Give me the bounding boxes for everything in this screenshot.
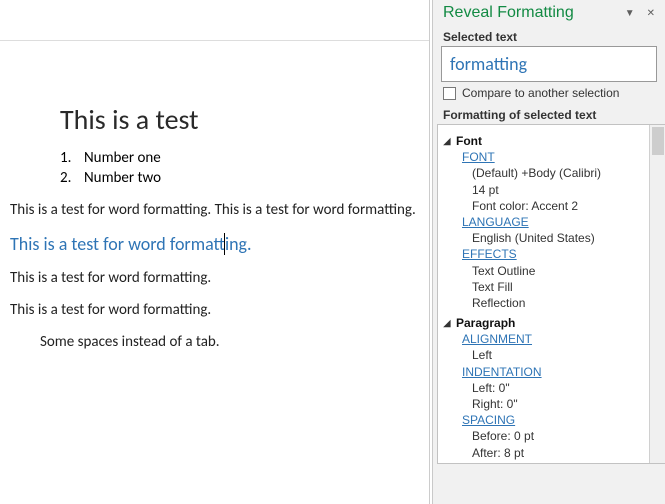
language-value: English (United States) <box>472 230 647 246</box>
collapse-icon[interactable]: ◢ <box>442 135 452 147</box>
paragraph-styled[interactable]: This is a test for word formatting. <box>10 233 429 255</box>
alignment-link[interactable]: ALIGNMENT <box>462 331 647 347</box>
doc-title[interactable]: This is a test <box>60 102 429 137</box>
group-label: Paragraph <box>456 315 515 331</box>
formatting-header: Formatting of selected text <box>443 108 665 122</box>
indent-left: Left: 0" <box>472 380 647 396</box>
language-link[interactable]: LANGUAGE <box>462 214 647 230</box>
paragraph[interactable]: Some spaces instead of a tab. <box>40 333 429 351</box>
font-link[interactable]: FONT <box>462 149 647 165</box>
font-default: (Default) +Body (Calibri) <box>472 165 647 181</box>
selected-text-label: Selected text <box>443 30 665 44</box>
document-area[interactable]: This is a test 1.Number one 2.Number two… <box>0 0 430 504</box>
scrollbar[interactable] <box>649 125 665 463</box>
list-item[interactable]: 2.Number two <box>60 169 429 187</box>
spacing-link[interactable]: SPACING <box>462 412 647 428</box>
formatting-tree[interactable]: ◢ Font FONT (Default) +Body (Calibri) 14… <box>438 125 649 463</box>
spacing-line: Line spacing: Multiple 1.08 li <box>472 461 647 463</box>
spacing-after: After: 8 pt <box>472 445 647 461</box>
list-item[interactable]: 1.Number one <box>60 149 429 167</box>
collapse-icon[interactable]: ◢ <box>442 317 452 329</box>
panel-title: Reveal Formatting <box>443 4 574 22</box>
indent-right: Right: 0" <box>472 396 647 412</box>
indentation-link[interactable]: INDENTATION <box>462 364 647 380</box>
font-size: 14 pt <box>472 182 647 198</box>
formatting-tree-container: ◢ Font FONT (Default) +Body (Calibri) 14… <box>437 124 665 464</box>
paragraph[interactable]: This is a test for word formatting. <box>10 269 429 287</box>
alignment-value: Left <box>472 347 647 363</box>
selected-text-preview: formatting <box>441 46 657 82</box>
paragraph[interactable]: This is a test for word formatting. <box>10 301 429 319</box>
styled-text-a: This is a test for word formatt <box>10 233 225 255</box>
group-font[interactable]: ◢ Font <box>442 133 647 149</box>
effect-outline: Text Outline <box>472 263 647 279</box>
effect-reflection: Reflection <box>472 295 647 311</box>
scrollbar-thumb[interactable] <box>652 127 664 155</box>
effects-link[interactable]: EFFECTS <box>462 246 647 262</box>
panel-header: Reveal Formatting ▼ ✕ <box>433 0 665 24</box>
compare-label: Compare to another selection <box>462 86 619 100</box>
styled-text-b: ing. <box>225 233 252 255</box>
paragraph[interactable]: This is a test for word formatting. This… <box>10 201 429 219</box>
close-icon[interactable]: ✕ <box>643 6 659 21</box>
reveal-formatting-panel: Reveal Formatting ▼ ✕ Selected text form… <box>432 0 665 504</box>
spacing-before: Before: 0 pt <box>472 428 647 444</box>
compare-checkbox[interactable] <box>443 87 456 100</box>
numbered-list[interactable]: 1.Number one 2.Number two <box>60 149 429 187</box>
list-item-text: Number two <box>84 169 161 187</box>
group-paragraph[interactable]: ◢ Paragraph <box>442 315 647 331</box>
font-color: Font color: Accent 2 <box>472 198 647 214</box>
compare-row[interactable]: Compare to another selection <box>443 86 655 100</box>
group-label: Font <box>456 133 482 149</box>
page-top-border <box>0 40 429 41</box>
effect-fill: Text Fill <box>472 279 647 295</box>
list-item-text: Number one <box>84 149 161 167</box>
panel-options-icon[interactable]: ▼ <box>621 6 639 21</box>
